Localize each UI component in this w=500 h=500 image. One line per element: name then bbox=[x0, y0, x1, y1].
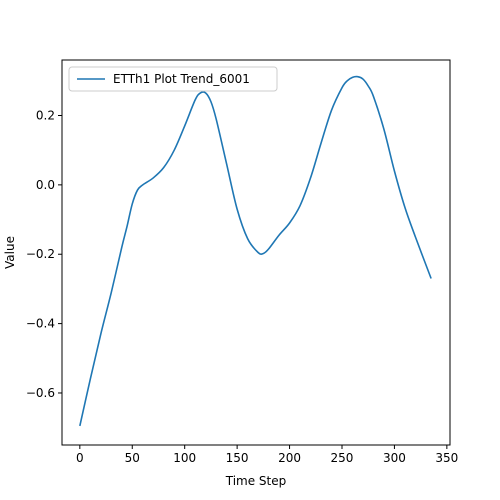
y-tick-label: −0.4 bbox=[26, 317, 55, 331]
axis-ticks: 0 50 100 150 200 250 300 350 −0.6 −0.4 −0.2 0.0 0.2 bbox=[26, 108, 458, 465]
y-tick-label: −0.2 bbox=[26, 247, 55, 261]
legend: ETTh1 Plot Trend_6001 bbox=[68, 66, 278, 92]
x-tick-label: 250 bbox=[331, 451, 354, 465]
x-tick-label: 150 bbox=[226, 451, 249, 465]
x-axis-label: Time Step bbox=[225, 474, 287, 488]
y-axis-label: Value bbox=[3, 236, 17, 269]
x-tick-label: 300 bbox=[383, 451, 406, 465]
y-tick-label: −0.6 bbox=[26, 386, 55, 400]
x-tick-label: 200 bbox=[278, 451, 301, 465]
series-line bbox=[79, 75, 432, 427]
x-tick-label: 350 bbox=[435, 451, 458, 465]
x-tick-label: 0 bbox=[76, 451, 84, 465]
y-tick-label: 0.0 bbox=[36, 178, 55, 192]
legend-box bbox=[68, 66, 278, 92]
plot-frame bbox=[61, 59, 451, 446]
x-tick-label: 50 bbox=[125, 451, 140, 465]
series-lines bbox=[79, 75, 432, 427]
legend-label: ETTh1 Plot Trend_6001 bbox=[113, 72, 250, 86]
x-tick-label: 100 bbox=[173, 451, 196, 465]
y-tick-label: 0.2 bbox=[36, 108, 55, 122]
